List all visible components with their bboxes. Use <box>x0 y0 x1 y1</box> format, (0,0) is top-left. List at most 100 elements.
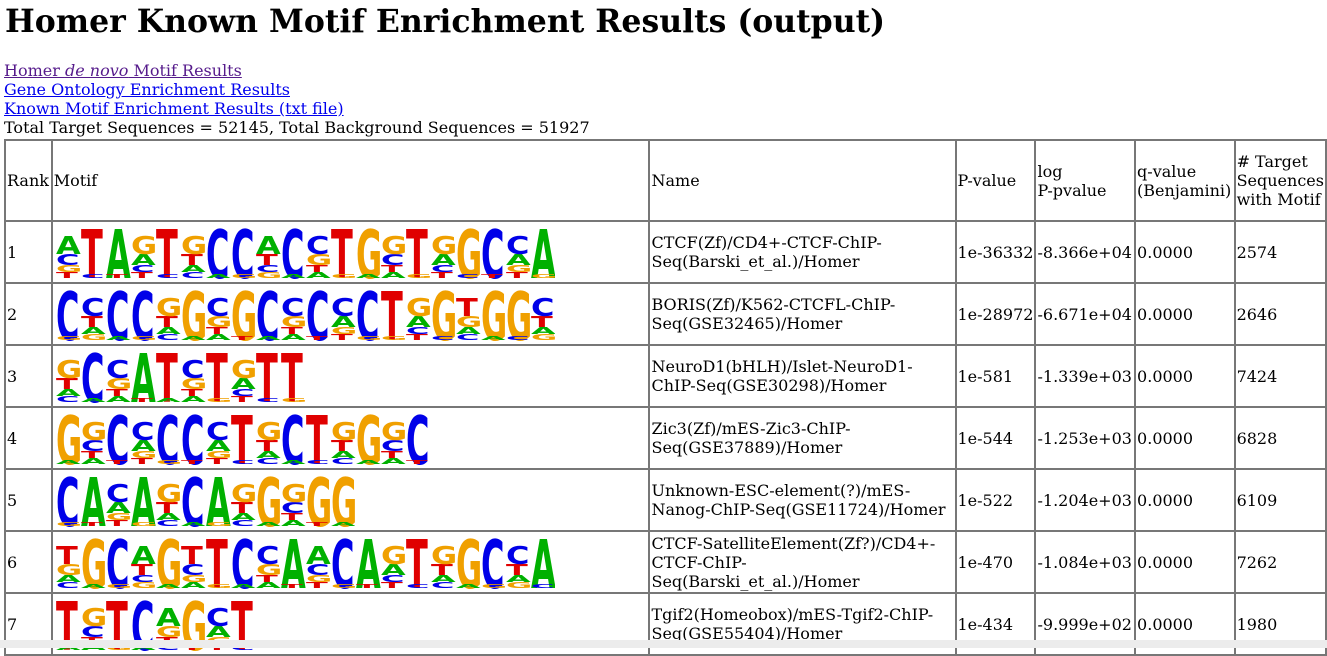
motif-letter-G: G <box>256 473 282 527</box>
motif-letter-A: A <box>331 521 355 527</box>
motif-letter-A: A <box>406 313 432 330</box>
motif-letter-C: C <box>481 225 504 279</box>
motif-letter-G: G <box>181 287 207 341</box>
motif-letter-C: C <box>156 333 179 341</box>
motif-letter-A: A <box>56 573 82 584</box>
motif-letter-G: G <box>56 356 82 385</box>
motif-letter-T: T <box>106 519 128 527</box>
motif-letter-A: A <box>506 573 532 584</box>
motif-letter-C: C <box>56 287 79 341</box>
motif-letter-G: G <box>381 335 407 341</box>
motif-letter-G: G <box>481 583 507 589</box>
go-results-link[interactable]: Gene Ontology Enrichment Results <box>4 80 290 99</box>
header-rank: Rank <box>5 140 52 221</box>
motif-letter-G: G <box>206 449 232 460</box>
horizontal-scrollbar[interactable] <box>0 640 1327 648</box>
motif-letter-C: C <box>81 349 104 403</box>
motif-letter-T: T <box>431 271 453 279</box>
motif-letter-A: A <box>56 387 82 398</box>
motif-name-cell: CTCF-SatelliteElement(Zf?)/CD4+-CTCF-ChI… <box>649 531 956 593</box>
motif-letter-G: G <box>456 313 482 330</box>
table-header-row: Rank Motif Name P-value log P-pvalue q-va… <box>5 140 1326 221</box>
txt-results-link[interactable]: Known Motif Enrichment Results (txt file… <box>4 99 344 118</box>
motif-letter-C: C <box>281 225 304 279</box>
motif-letter-G: G <box>331 418 357 447</box>
rank-cell: 6 <box>5 531 52 593</box>
motif-letter-T: T <box>181 387 203 398</box>
header-qvalue: q-value (Benjamini) <box>1135 140 1235 221</box>
motif-letter-A: A <box>81 397 106 403</box>
motif-letter-G: G <box>481 287 507 341</box>
rank-cell: 2 <box>5 283 52 345</box>
motif-letter-C: C <box>306 287 329 341</box>
header-q-line1: q-value <box>1137 161 1197 181</box>
log-pvalue-cell: -1.253e+03 <box>1035 407 1136 469</box>
motif-letter-A: A <box>331 313 357 330</box>
denovo-link-italic: de novo <box>64 61 129 80</box>
log-pvalue-cell: -1.204e+03 <box>1035 469 1136 531</box>
qvalue-cell: 0.0000 <box>1135 469 1235 531</box>
motif-letter-T: T <box>156 349 178 403</box>
motif-letter-G: G <box>156 480 182 509</box>
motif-name-cell: CTCF(Zf)/CD4+-CTCF-ChIP-Seq(Barski_et_al… <box>649 221 956 283</box>
motif-letter-G: G <box>56 263 82 274</box>
denovo-results-link[interactable]: Homer de novo Motif Results <box>4 61 242 80</box>
motif-letter-T: T <box>156 313 178 330</box>
motif-letter-T: T <box>406 333 428 341</box>
pvalue-cell: 1e-470 <box>955 531 1036 593</box>
motif-letter-T: T <box>531 313 553 330</box>
motif-letter-C: C <box>81 623 104 640</box>
motif-letter-C: C <box>381 573 404 584</box>
motif-letter-A: A <box>256 232 281 261</box>
motif-letter-G: G <box>56 411 82 465</box>
motif-letter-A: A <box>131 349 156 403</box>
motif-letter-T: T <box>331 333 353 341</box>
motif-letter-A: A <box>106 335 131 341</box>
motif-letter-A: A <box>231 375 257 392</box>
motif-letter-C: C <box>131 573 154 584</box>
motif-letter-G: G <box>131 449 157 460</box>
motif-letter-G: G <box>531 273 555 279</box>
motif-letter-T: T <box>206 457 228 465</box>
denovo-link-suffix: Motif Results <box>128 61 242 80</box>
motif-letter-T: T <box>331 225 353 279</box>
motif-letter-A: A <box>156 325 182 336</box>
motif-letter-A: A <box>531 535 555 589</box>
motif-letter-C: C <box>131 597 154 651</box>
motif-letter-G: G <box>156 459 182 465</box>
motif-letter-A: A <box>81 473 106 527</box>
motif-letter-T: T <box>56 597 78 651</box>
motif-letter-C: C <box>456 333 479 341</box>
motif-letter-G: G <box>81 418 107 447</box>
motif-letter-C: C <box>231 225 254 279</box>
motif-letter-G: G <box>131 521 157 527</box>
header-motif: Motif <box>51 140 650 221</box>
motif-letter-A: A <box>206 623 232 640</box>
motif-letter-G: G <box>431 542 457 571</box>
motif-letter-T: T <box>231 597 253 651</box>
pvalue-cell: 1e-522 <box>955 469 1036 531</box>
motif-letter-T: T <box>81 449 103 460</box>
motif-letter-A: A <box>156 511 182 522</box>
motif-letter-A: A <box>181 263 207 274</box>
motif-letter-C: C <box>406 411 429 465</box>
motif-letter-A: A <box>156 397 181 403</box>
motif-letter-C: C <box>531 294 554 323</box>
motif-letter-G: G <box>81 333 107 341</box>
target-count-cell: 6109 <box>1234 469 1326 531</box>
motif-letter-C: C <box>281 411 304 465</box>
motif-letter-C: C <box>331 294 354 323</box>
motif-letter-C: C <box>506 232 529 261</box>
motif-letter-G: G <box>406 273 432 279</box>
motif-letter-C: C <box>106 287 129 341</box>
motif-letter-C: C <box>56 581 79 589</box>
motif-letter-C: C <box>81 437 104 454</box>
motif-letter-T: T <box>56 271 78 279</box>
